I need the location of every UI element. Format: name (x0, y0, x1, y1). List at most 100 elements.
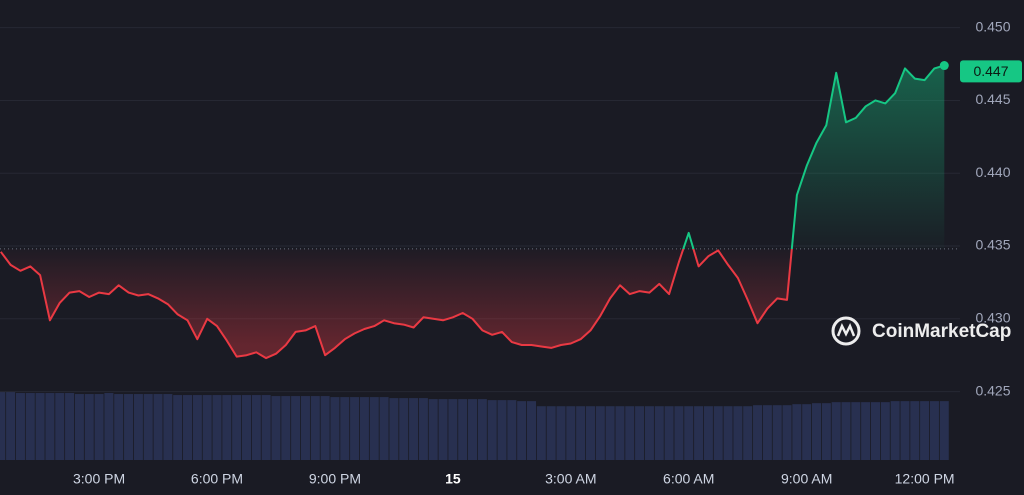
volume-bar (910, 401, 920, 460)
volume-bar (566, 406, 576, 460)
price-area (0, 65, 945, 359)
volume-bar (458, 399, 468, 460)
volume-bar (664, 406, 674, 460)
volume-bar (753, 405, 763, 460)
volume-bar (300, 396, 310, 460)
volume-bar (124, 394, 134, 460)
volume-bar (350, 397, 360, 460)
volume-bar (438, 399, 448, 460)
volume-bar (84, 394, 94, 460)
volume-bar (428, 399, 438, 460)
volume-bar (65, 393, 75, 460)
volume-bar (114, 394, 124, 460)
volume-bar (920, 401, 930, 460)
volume-bar (143, 394, 153, 460)
volume-bar (694, 406, 704, 460)
volume-bar (182, 395, 193, 460)
volume-bar (782, 405, 792, 460)
volume-bar (320, 396, 330, 460)
volume-bar (261, 395, 271, 460)
volume-bar (6, 392, 16, 460)
volume-bar (173, 395, 183, 460)
volume-bar (232, 395, 242, 460)
x-tick-label: 12:00 PM (895, 471, 955, 487)
volume-bar (811, 403, 822, 460)
volume-bar (369, 397, 379, 460)
volume-bar (733, 406, 743, 460)
volume-bar (802, 404, 812, 460)
volume-bar (497, 400, 507, 460)
volume-bar (448, 399, 458, 460)
volume-bar (703, 406, 713, 460)
volume-bar (900, 401, 910, 460)
volume-bar (762, 405, 772, 460)
volume-bar (379, 397, 389, 460)
volume-bar (890, 401, 900, 460)
volume-bar (772, 405, 782, 460)
volume-bars (0, 392, 949, 460)
volume-bar (409, 398, 419, 460)
volume-bar (841, 402, 851, 460)
volume-bar (310, 396, 320, 460)
x-tick-label: 9:00 AM (781, 471, 832, 487)
volume-bar (418, 398, 428, 460)
volume-bar (713, 406, 723, 460)
y-tick-label: 0.435 (975, 237, 1010, 253)
volume-bar (821, 403, 831, 460)
volume-bar (468, 399, 478, 460)
volume-bar (241, 395, 252, 460)
volume-bar (487, 400, 497, 460)
volume-bar (0, 392, 6, 460)
volume-bar (517, 401, 527, 460)
volume-bar (851, 402, 861, 460)
volume-bar (104, 393, 114, 460)
volume-bar (74, 394, 84, 460)
x-tick-label: 3:00 AM (545, 471, 596, 487)
volume-bar (202, 395, 212, 460)
volume-bar (792, 404, 802, 460)
volume-bar (55, 393, 65, 460)
volume-bar (133, 394, 143, 460)
current-price-label: 0.447 (973, 63, 1008, 79)
volume-bar (861, 402, 871, 460)
volume-bar (507, 400, 517, 460)
volume-bar (684, 406, 694, 460)
plot (0, 61, 949, 360)
volume-bar (163, 394, 173, 460)
volume-bar (271, 396, 281, 460)
x-tick-label: 15 (445, 471, 461, 487)
volume-bar (25, 393, 35, 460)
volume-bar (212, 395, 222, 460)
volume-bar (526, 401, 537, 460)
volume-bar (222, 395, 232, 460)
volume-bar (291, 396, 301, 460)
current-point (939, 61, 949, 71)
axes: 0.450 0.445 0.440 0.435 0.430 0.425 3:00 PM 6:0… (73, 18, 1022, 487)
volume-bar (399, 398, 409, 460)
price-line (0, 64, 945, 360)
volume-bar (635, 406, 645, 460)
volume-bar (330, 397, 340, 460)
current-price-badge (960, 60, 1022, 83)
y-tick-label: 0.430 (975, 310, 1010, 326)
volume-bar (192, 395, 202, 460)
volume-bar (94, 394, 104, 460)
volume-bar (556, 406, 566, 460)
volume-bar (674, 406, 684, 460)
x-tick-label: 9:00 PM (309, 471, 361, 487)
volume-bar (743, 406, 753, 460)
volume-bar (615, 406, 625, 460)
volume-bar (644, 406, 654, 460)
x-tick-label: 3:00 PM (73, 471, 125, 487)
volume-bar (880, 402, 890, 460)
volume-bar (251, 395, 261, 460)
y-tick-label: 0.445 (975, 91, 1010, 107)
volume-bar (477, 399, 487, 460)
volume-bar (15, 393, 25, 460)
y-tick-label: 0.440 (975, 164, 1010, 180)
y-tick-label: 0.425 (975, 382, 1010, 398)
x-tick-label: 6:00 PM (191, 471, 243, 487)
y-tick-label: 0.450 (975, 18, 1010, 34)
